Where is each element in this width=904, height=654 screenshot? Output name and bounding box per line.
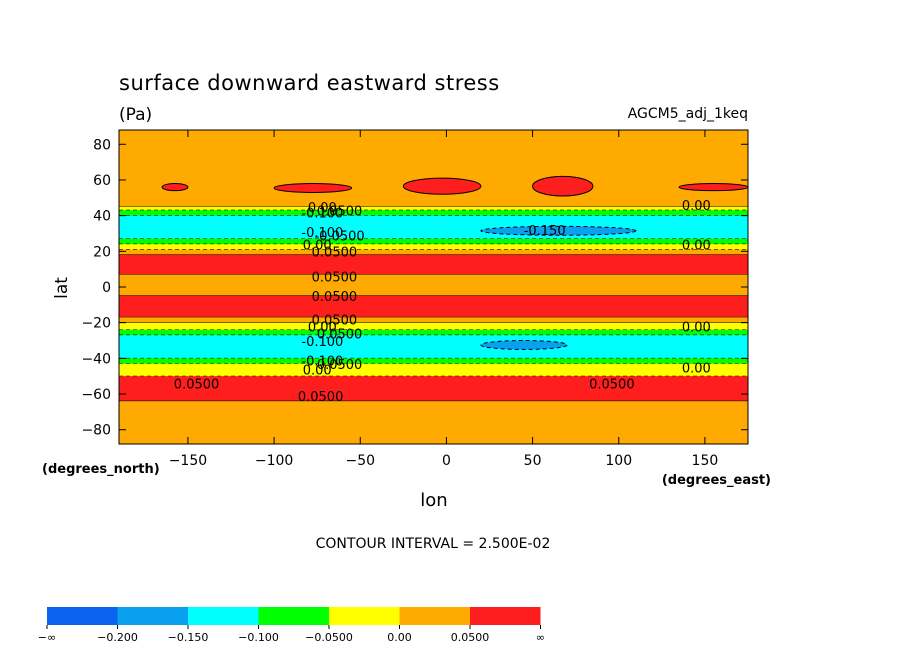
y-axis: 80 60 40 20 0 −20 −40 −60 −80 bbox=[81, 137, 748, 439]
contour-band bbox=[119, 363, 748, 377]
x-tick-label: −50 bbox=[345, 453, 375, 469]
x-tick-label: 100 bbox=[605, 453, 632, 469]
colorbar-swatch bbox=[188, 607, 259, 625]
chart-title: surface downward eastward stress bbox=[119, 71, 500, 95]
contour-label: 0.00 bbox=[303, 363, 332, 378]
colorbar-label: −0.200 bbox=[97, 631, 138, 644]
contour-label: 0.0500 bbox=[298, 390, 344, 405]
contour-label: -0.0500 bbox=[314, 230, 364, 245]
contour-band bbox=[119, 274, 748, 296]
x-axis-title: lon bbox=[420, 490, 447, 511]
contour-band bbox=[119, 322, 748, 330]
y-tick-label: −60 bbox=[81, 387, 111, 403]
contour-band bbox=[119, 130, 748, 207]
contour-band bbox=[119, 206, 748, 211]
contour-interval-note: CONTOUR INTERVAL = 2.500E-02 bbox=[316, 536, 551, 552]
contour-band bbox=[119, 376, 748, 402]
contour-label: -0.100 bbox=[301, 335, 343, 350]
contour-label: -0.100 bbox=[301, 206, 343, 221]
colorbar-swatch bbox=[470, 607, 541, 625]
contour-label: 0.00 bbox=[308, 321, 337, 336]
contour-band bbox=[119, 335, 748, 359]
dataset-label: AGCM5_adj_1keq bbox=[628, 106, 748, 122]
contour-label: -0.100 bbox=[301, 354, 343, 369]
colorbar-swatch bbox=[47, 607, 118, 625]
contour-patch bbox=[273, 183, 353, 193]
contour-band bbox=[119, 295, 748, 318]
contour-label: 0.00 bbox=[682, 362, 711, 377]
colorbar-label: 0.0500 bbox=[451, 631, 490, 644]
contour-patch bbox=[480, 340, 568, 350]
contour-label: 0.0500 bbox=[312, 246, 358, 261]
contour-patch bbox=[678, 183, 749, 192]
contour-band bbox=[119, 317, 748, 323]
y-tick-label: −80 bbox=[81, 423, 111, 439]
x-tick-label: −100 bbox=[255, 453, 293, 469]
y-tick-label: 40 bbox=[93, 209, 111, 225]
contour-band bbox=[119, 329, 748, 336]
contour-label: -0.150 bbox=[524, 224, 566, 239]
contour-label: -0.100 bbox=[301, 226, 343, 241]
contour-label: 0.00 bbox=[682, 238, 711, 253]
y-tick-label: 0 bbox=[102, 280, 111, 296]
contour-label: 0.0500 bbox=[317, 358, 363, 373]
contour-label: 0.0500 bbox=[312, 290, 358, 305]
contour-band bbox=[119, 244, 748, 250]
contour-patch bbox=[161, 183, 189, 192]
x-axis-units: (degrees_east) bbox=[662, 473, 771, 488]
colorbar-label: −0.150 bbox=[168, 631, 209, 644]
contour-label: 0.00 bbox=[682, 321, 711, 336]
y-axis-units: (degrees_north) bbox=[42, 462, 160, 477]
contour-band bbox=[119, 238, 748, 245]
contour-patch bbox=[480, 225, 637, 236]
colorbar-label: −0.0500 bbox=[305, 631, 353, 644]
colorbar-label: −∞ bbox=[38, 631, 56, 644]
contour-band bbox=[119, 249, 748, 255]
x-axis: −150 −100 −50 0 50 100 150 bbox=[169, 130, 719, 469]
contour-label: 0.0500 bbox=[317, 205, 363, 220]
x-tick-label: 150 bbox=[692, 453, 719, 469]
colorbar-label: −0.100 bbox=[238, 631, 279, 644]
colorbar-label: ∞ bbox=[536, 631, 545, 644]
contour-label: 0.0500 bbox=[589, 378, 635, 393]
plot-area: 0.00-0.1000.0500-0.100-0.05000.000.05000… bbox=[118, 129, 749, 445]
y-tick-label: 80 bbox=[93, 137, 111, 153]
contour-label: 0.00 bbox=[308, 201, 337, 216]
y-tick-label: 20 bbox=[93, 244, 111, 260]
contour-patch bbox=[532, 175, 594, 197]
contour-label: 0.0500 bbox=[174, 378, 220, 393]
contour-band bbox=[119, 401, 748, 444]
colorbar-swatch bbox=[258, 607, 329, 625]
colorbar-label: 0.00 bbox=[387, 631, 412, 644]
units-label: (Pa) bbox=[119, 105, 152, 125]
contour-label: 0.00 bbox=[682, 199, 711, 214]
colorbar-swatch bbox=[399, 607, 470, 625]
contour-patch bbox=[402, 177, 482, 195]
contour-label: 0.0500 bbox=[317, 328, 363, 343]
y-tick-label: −20 bbox=[81, 316, 111, 332]
contour-band bbox=[119, 215, 748, 239]
x-tick-label: 50 bbox=[524, 453, 542, 469]
contour-band bbox=[119, 210, 748, 216]
contour-label: 0.0500 bbox=[312, 271, 358, 286]
colorbar-swatch bbox=[117, 607, 188, 625]
x-tick-label: −150 bbox=[169, 453, 207, 469]
contour-label: 0.00 bbox=[303, 238, 332, 253]
y-tick-label: −40 bbox=[81, 351, 111, 367]
y-tick-label: 60 bbox=[93, 173, 111, 189]
contour-band bbox=[119, 254, 748, 275]
contour-label: 0.0500 bbox=[312, 313, 358, 328]
x-tick-label: 0 bbox=[442, 453, 451, 469]
colorbar-swatch bbox=[329, 607, 400, 625]
y-axis-title: lat bbox=[52, 277, 72, 299]
colorbar-legend: −∞ −0.200 −0.150 −0.100 −0.0500 0.00 0.0500 ∞ bbox=[38, 607, 545, 644]
contour-band bbox=[119, 358, 748, 364]
